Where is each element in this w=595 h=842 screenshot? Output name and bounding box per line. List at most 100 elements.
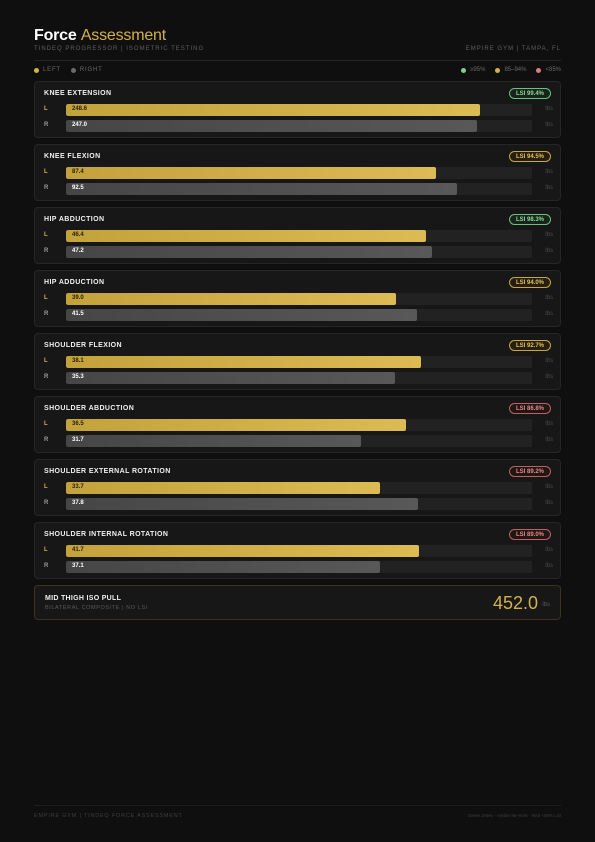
left-value: 87.4 — [72, 169, 84, 175]
composite-unit: lbs — [542, 602, 550, 608]
right-unit: lbs — [545, 563, 553, 569]
lsi-badge: LSI 92.7% — [508, 340, 551, 351]
left-side-label: L — [44, 358, 48, 364]
left-value: 36.5 — [72, 421, 84, 427]
right-unit: lbs — [545, 122, 553, 128]
left-track: 33.7 — [66, 482, 532, 494]
left-bar — [66, 419, 407, 431]
right-value: 31.7 — [72, 437, 84, 443]
legend-red: <85% — [536, 67, 561, 73]
side-legend: LEFT RIGHT — [34, 67, 103, 73]
left-bar — [66, 104, 480, 116]
left-row: L 33.7 lbs — [35, 482, 562, 494]
gym-location: EMPIRE GYM | TAMPA, FL — [465, 46, 561, 52]
right-dot-icon — [70, 67, 76, 73]
left-unit: lbs — [545, 169, 553, 175]
right-unit: lbs — [545, 311, 553, 317]
test-name: KNEE EXTENSION — [44, 90, 112, 97]
left-value: 248.6 — [72, 106, 88, 112]
right-bar — [66, 372, 395, 384]
test-name: SHOULDER EXTERNAL ROTATION — [44, 468, 171, 475]
right-value: 37.1 — [72, 563, 84, 569]
left-side-label: L — [44, 295, 48, 301]
right-row: R 41.5 lbs — [35, 309, 562, 321]
right-side-label: R — [44, 185, 49, 191]
lsi-badge: LSI 86.8% — [508, 403, 551, 414]
legend-red-label: <85% — [545, 67, 561, 73]
right-row: R 37.1 lbs — [35, 561, 562, 573]
legend-amber: 85–94% — [495, 67, 526, 73]
right-bar — [66, 246, 433, 258]
report-page: Force Assessment TINDEQ PROGRESSOR | ISO… — [34, 0, 561, 842]
left-value: 38.1 — [72, 358, 84, 364]
right-bar — [66, 561, 381, 573]
footer-left: EMPIRE GYM | TINDEQ FORCE ASSESSMENT — [34, 813, 183, 819]
left-unit: lbs — [545, 421, 553, 427]
test-card: SHOULDER EXTERNAL ROTATION LSI 89.2% L 3… — [34, 459, 561, 516]
left-track: 36.5 — [66, 419, 532, 431]
right-track: 37.1 — [66, 561, 532, 573]
left-row: L 39.0 lbs — [35, 293, 562, 305]
legend-green: ≥95% — [461, 67, 485, 73]
right-side-label: R — [44, 248, 49, 254]
left-bar — [66, 356, 422, 368]
right-side-label: R — [44, 374, 49, 380]
lsi-badge: LSI 99.4% — [508, 88, 551, 99]
right-bar — [66, 498, 419, 510]
left-track: 46.4 — [66, 230, 532, 242]
test-cards: KNEE EXTENSION LSI 99.4% L 248.6 lbs R 2… — [34, 81, 561, 585]
left-unit: lbs — [545, 358, 553, 364]
left-unit: lbs — [545, 484, 553, 490]
left-value: 33.7 — [72, 484, 84, 490]
right-value: 47.2 — [72, 248, 84, 254]
composite-subtitle: BILATERAL COMPOSITE | NO LSI — [45, 605, 148, 611]
right-value: 37.8 — [72, 500, 84, 506]
test-name: KNEE FLEXION — [44, 153, 101, 160]
right-track: 37.8 — [66, 498, 532, 510]
right-bar — [66, 120, 477, 132]
lsi-badge: LSI 94.5% — [508, 151, 551, 162]
right-row: R 47.2 lbs — [35, 246, 562, 258]
left-side-label: L — [44, 169, 48, 175]
right-row: R 92.5 lbs — [35, 183, 562, 195]
right-unit: lbs — [545, 185, 553, 191]
right-unit: lbs — [545, 500, 553, 506]
report-header: Force Assessment TINDEQ PROGRESSOR | ISO… — [34, 27, 561, 61]
right-bar — [66, 309, 417, 321]
left-row: L 46.4 lbs — [35, 230, 562, 242]
left-track: 39.0 — [66, 293, 532, 305]
right-side-label: R — [44, 437, 49, 443]
test-card: KNEE FLEXION LSI 94.5% L 87.4 lbs R 92.5… — [34, 144, 561, 201]
right-row: R 35.3 lbs — [35, 372, 562, 384]
legend-green-label: ≥95% — [470, 67, 486, 73]
legend-right-label: RIGHT — [79, 67, 103, 73]
left-bar — [66, 545, 419, 557]
left-row: L 87.4 lbs — [35, 167, 562, 179]
legend-right: RIGHT — [70, 67, 103, 73]
test-name: HIP ABDUCTION — [44, 216, 105, 223]
right-value: 35.3 — [72, 374, 84, 380]
right-row: R 31.7 lbs — [35, 435, 562, 447]
right-value: 247.0 — [72, 122, 88, 128]
lsi-badge: LSI 98.3% — [508, 214, 551, 225]
report-subtitle: TINDEQ PROGRESSOR | ISOMETRIC TESTING — [34, 46, 205, 52]
test-card: SHOULDER INTERNAL ROTATION LSI 89.0% L 4… — [34, 522, 561, 579]
left-row: L 248.6 lbs — [35, 104, 562, 116]
left-unit: lbs — [545, 232, 553, 238]
right-track: 35.3 — [66, 372, 532, 384]
left-side-label: L — [44, 421, 48, 427]
left-unit: lbs — [545, 547, 553, 553]
test-card: HIP ADDUCTION LSI 94.0% L 39.0 lbs R 41.… — [34, 270, 561, 327]
right-value: 41.5 — [72, 311, 84, 317]
right-side-label: R — [44, 563, 49, 569]
left-unit: lbs — [545, 295, 553, 301]
left-track: 38.1 — [66, 356, 532, 368]
left-track: 87.4 — [66, 167, 532, 179]
composite-card: MID THIGH ISO PULL BILATERAL COMPOSITE |… — [34, 585, 561, 620]
left-track: 41.7 — [66, 545, 532, 557]
left-value: 41.7 — [72, 547, 84, 553]
lsi-badge: LSI 89.0% — [508, 529, 551, 540]
right-unit: lbs — [545, 248, 553, 254]
test-card: KNEE EXTENSION LSI 99.4% L 248.6 lbs R 2… — [34, 81, 561, 138]
legend-left-label: LEFT — [43, 67, 61, 73]
